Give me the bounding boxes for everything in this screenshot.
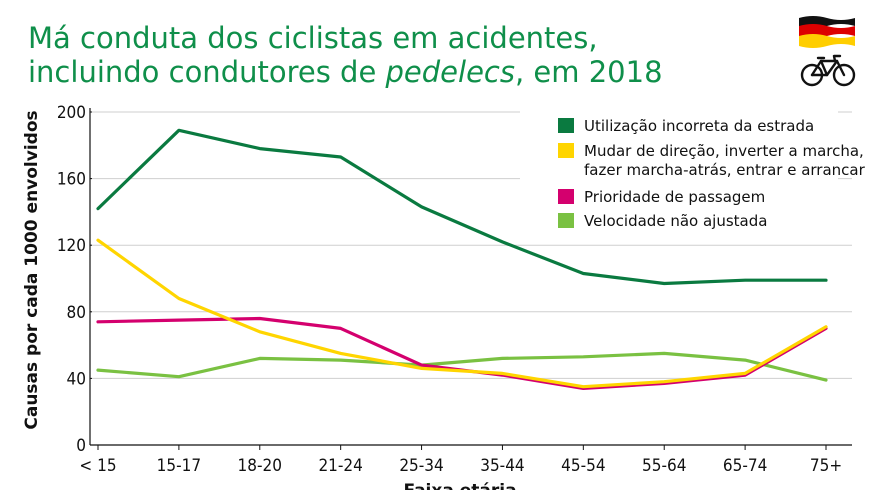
legend-swatch — [558, 213, 574, 228]
series-line-1 — [96, 128, 828, 286]
legend-label: Mudar de direção, inverter a marcha, — [584, 142, 864, 160]
legend-label: Prioridade de passagem — [584, 188, 765, 206]
x-tick-label: 25-34 — [399, 456, 443, 476]
title-suffix: , em 2018 — [514, 55, 663, 89]
title-emphasis: pedelecs — [385, 55, 515, 89]
y-axis-title: Causas por cada 1000 envolvidos — [22, 110, 42, 429]
y-tick-label: 80 — [67, 303, 86, 323]
series-line-4 — [96, 351, 828, 382]
title-prefix: incluindo condutores de — [28, 55, 386, 89]
chart-title-line-1: Má conduta dos ciclistas em acidentes, — [28, 21, 598, 55]
legend-swatch — [558, 118, 574, 133]
x-tick-label: < 15 — [79, 456, 116, 476]
y-tick-label: 200 — [57, 103, 86, 123]
x-tick-label: 35-44 — [480, 456, 524, 476]
x-tick-label: 55-64 — [642, 456, 686, 476]
chart-title-line-2: incluindo condutores de pedelecs, em 201… — [28, 56, 663, 88]
y-tick-label: 120 — [57, 236, 86, 256]
x-tick-label: 15-17 — [157, 456, 201, 476]
legend-label: Velocidade não ajustada — [584, 212, 767, 230]
x-tick-label: 21-24 — [318, 456, 362, 476]
legend-swatch — [558, 143, 574, 158]
legend-label: fazer marcha-atrás, entrar e arrancar — [584, 161, 866, 179]
legend: Utilização incorreta da estrada Mudar de … — [520, 110, 866, 234]
y-tick-label: 0 — [76, 436, 86, 456]
germany-flag-icon — [799, 16, 855, 48]
bicycle-icon — [800, 54, 856, 87]
x-tick-label: 18-20 — [238, 456, 282, 476]
x-tick-label: 75+ — [810, 456, 842, 476]
y-tick-label: 40 — [67, 369, 86, 389]
x-axis-title: Faixa etária — [403, 481, 516, 490]
x-tick-label: 65-74 — [723, 456, 767, 476]
x-tick-label: 45-54 — [561, 456, 605, 476]
legend-label: Utilização incorreta da estrada — [584, 117, 814, 135]
series-lines — [96, 128, 828, 390]
series-line-2 — [96, 238, 828, 389]
axes: 0 40 80 120 160 200 < 15 15-17 18-20 21-24 25-34 35… — [57, 103, 852, 476]
y-tick-label: 160 — [57, 170, 86, 190]
legend-swatch — [558, 189, 574, 204]
